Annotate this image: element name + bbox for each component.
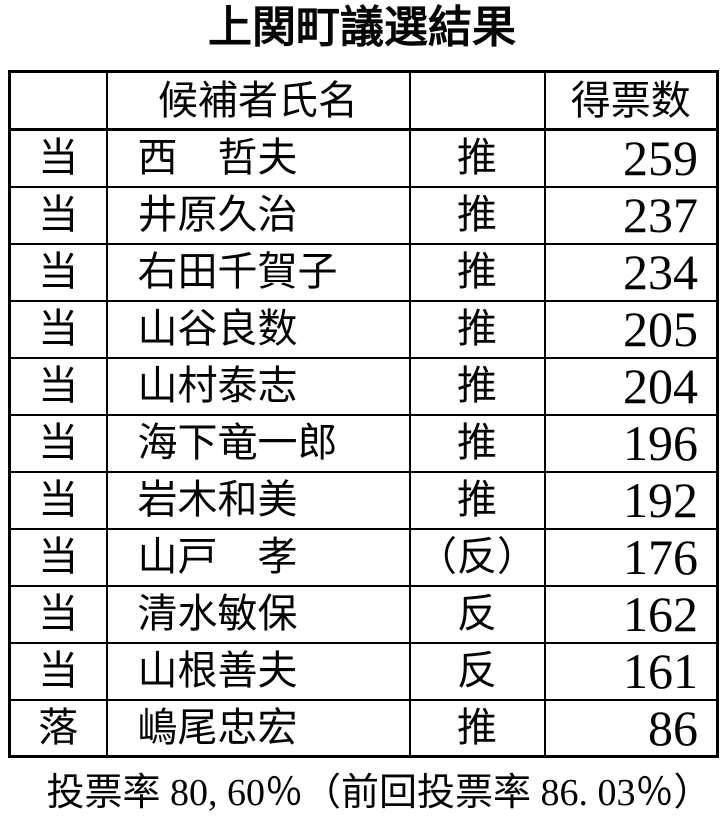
- status-cell: 当: [8, 128, 108, 188]
- candidate-name-cell: 山村泰志: [105, 356, 411, 416]
- endorsement-cell: 推: [408, 356, 546, 416]
- candidate-name-cell: 山戸 孝: [105, 527, 411, 587]
- table-row: 当 右田千賀子 推 234: [8, 242, 719, 302]
- table-row: 当 山根善夫 反 161: [8, 641, 719, 701]
- header-row: 候補者氏名 得票数: [8, 70, 719, 131]
- status-cell: 当: [8, 584, 108, 644]
- table-row: 当 山村泰志 推 204: [8, 356, 719, 416]
- endorsement-cell: 推: [408, 413, 546, 473]
- candidate-name-cell: 西 哲夫: [105, 128, 411, 188]
- candidate-name-cell: 右田千賀子: [105, 242, 411, 302]
- page-title: 上関町議選結果: [208, 3, 516, 52]
- table-row: 当 山戸 孝 （反） 176: [8, 527, 719, 587]
- header-candidate-name: 候補者氏名: [105, 70, 411, 131]
- turnout-note: 投票率 80, 60％（前回投票率 86. 03％）: [46, 772, 712, 814]
- header-votes: 得票数: [543, 70, 719, 131]
- status-cell: 当: [8, 470, 108, 530]
- candidate-name-cell: 清水敏保: [105, 584, 411, 644]
- candidate-name-cell: 嶋尾忠宏: [105, 698, 411, 758]
- status-cell: 当: [8, 242, 108, 302]
- table-row: 当 清水敏保 反 162: [8, 584, 719, 644]
- votes-cell: 259: [543, 128, 719, 188]
- endorsement-cell: 推: [408, 698, 546, 758]
- results-body: 当 西 哲夫 推 259 当 井原久治 推 237 当 右田千賀子 推 234 …: [8, 128, 719, 758]
- status-cell: 当: [8, 299, 108, 359]
- status-cell: 当: [8, 641, 108, 701]
- status-cell: 当: [8, 185, 108, 245]
- endorsement-cell: （反）: [408, 527, 546, 587]
- status-cell: 当: [8, 413, 108, 473]
- table-row: 当 西 哲夫 推 259: [8, 128, 719, 188]
- votes-cell: 237: [543, 185, 719, 245]
- votes-cell: 161: [543, 641, 719, 701]
- votes-cell: 204: [543, 356, 719, 416]
- endorsement-cell: 反: [408, 641, 546, 701]
- status-cell: 当: [8, 356, 108, 416]
- endorsement-cell: 推: [408, 242, 546, 302]
- votes-cell: 176: [543, 527, 719, 587]
- votes-cell: 162: [543, 584, 719, 644]
- header-status: [8, 70, 108, 131]
- endorsement-cell: 反: [408, 584, 546, 644]
- endorsement-cell: 推: [408, 299, 546, 359]
- status-cell: 当: [8, 527, 108, 587]
- election-results-table: 候補者氏名 得票数 当 西 哲夫 推 259 当 井原久治 推 237 当 右田…: [8, 70, 719, 758]
- votes-cell: 86: [543, 698, 719, 758]
- candidate-name-cell: 岩木和美: [105, 470, 411, 530]
- endorsement-cell: 推: [408, 185, 546, 245]
- table-row: 当 山谷良数 推 205: [8, 299, 719, 359]
- votes-cell: 192: [543, 470, 719, 530]
- candidate-name-cell: 山谷良数: [105, 299, 411, 359]
- table-row: 当 岩木和美 推 192: [8, 470, 719, 530]
- candidate-name-cell: 海下竜一郎: [105, 413, 411, 473]
- votes-cell: 234: [543, 242, 719, 302]
- endorsement-cell: 推: [408, 128, 546, 188]
- candidate-name-cell: 井原久治: [105, 185, 411, 245]
- table-row: 当 海下竜一郎 推 196: [8, 413, 719, 473]
- votes-cell: 196: [543, 413, 719, 473]
- endorsement-cell: 推: [408, 470, 546, 530]
- candidate-name-cell: 山根善夫: [105, 641, 411, 701]
- status-cell: 落: [8, 698, 108, 758]
- votes-cell: 205: [543, 299, 719, 359]
- table-row: 落 嶋尾忠宏 推 86: [8, 698, 719, 758]
- header-endorsement: [408, 70, 546, 131]
- table-row: 当 井原久治 推 237: [8, 185, 719, 245]
